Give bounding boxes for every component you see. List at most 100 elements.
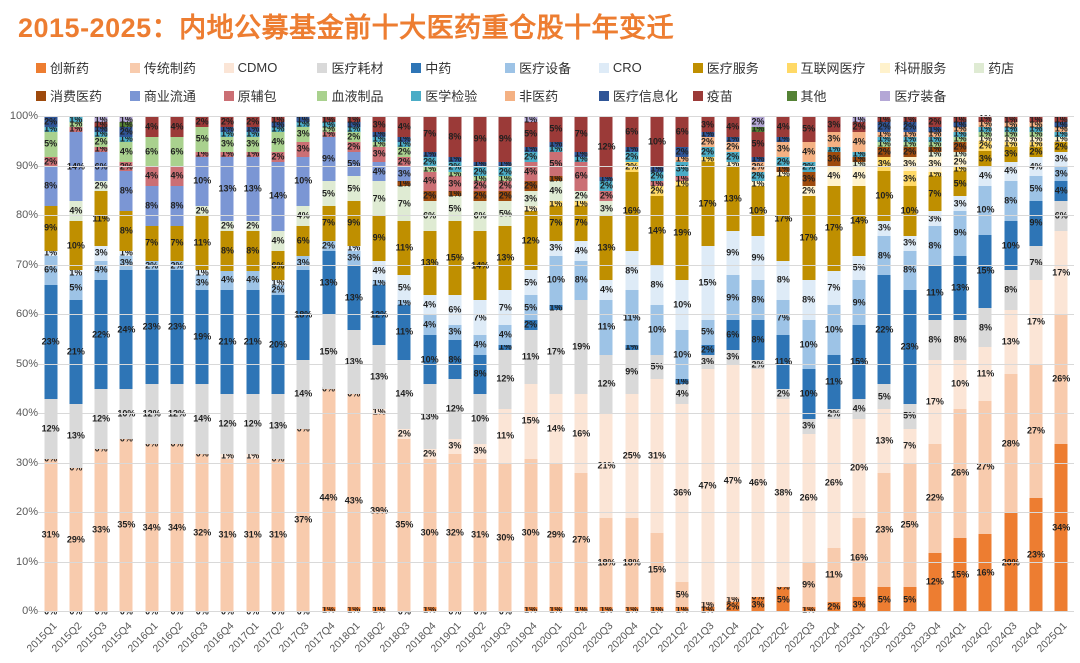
bar-stack: 0%34%0%12%23%2%7%8%4%6%4% [143,117,161,616]
bar-segment: 28% [1002,374,1020,513]
legend-label: 消费医药 [50,89,103,104]
segment-label: 4% [246,274,260,285]
segment-label: 2% [524,180,538,191]
bar-segment: 34% [1052,443,1070,612]
bar-segment: 2% [802,162,815,172]
bar-stack: 0%34%0%12%23%2%7%8%4%6%4% [167,117,186,616]
segment-label: 23% [41,336,60,347]
bar-segment: 4% [297,206,310,226]
segment-label: 2% [625,162,638,171]
bar-segment: 2% [954,142,967,152]
segment-label: 3% [776,143,790,154]
bar-segment: 34% [168,443,186,612]
bar-segment: 17% [547,310,565,395]
bar-segment: 1% [954,129,967,138]
segment-label: 8% [953,334,967,345]
bar-segment: 17% [1052,230,1070,316]
bar-segment: 1% [954,120,967,129]
segment-label: 6% [675,126,689,137]
segment-label: 11% [193,237,211,248]
bar-segment: 2% [903,147,916,157]
legend-item: 互联网医疗 [786,58,879,77]
bar-segment: 9% [752,235,765,281]
bar-stack: 1%30%2%13%10%4%4%13%6%2%4%1%2%1%7% [421,117,439,614]
plot-area: 0%31%0%12%23%6%1%9%8%2%5%1%2%0%29%0%13%2… [38,114,1074,616]
bar-segment: 3% [676,161,689,177]
segment-label: 12% [597,378,616,389]
bar-segment: 13% [1002,310,1020,375]
bar-segment: 1% [272,124,285,133]
bar-segment: 1% [777,169,790,178]
segment-label: 2% [397,146,411,157]
bar-segment: 2% [650,171,664,182]
bars-container: 0%31%0%12%23%6%1%9%8%2%5%1%2%0%29%0%13%2… [38,114,1074,616]
legend-swatch [505,90,516,101]
bar-segment: 12% [168,384,186,444]
bar-segment: 1% [752,154,765,163]
segment-label: 7% [498,302,512,313]
bar-segment: 3% [878,220,891,236]
bar-segment: 5% [701,320,714,345]
bar-segment: 3% [297,255,310,271]
bar-segment: 1% [398,134,411,143]
bar-segment: 22% [875,275,893,385]
bar-segment: 1% [322,124,335,133]
bar-segment: 25% [901,463,919,588]
bar-segment: 1% [1029,129,1042,138]
bar-segment: 1% [398,298,411,307]
bar-segment: 7% [373,181,386,217]
bar-segment: 10% [117,389,135,439]
bar-segment: 3% [827,131,840,147]
bar-segment: 5% [903,404,916,429]
bar-stack: 20%28%13%8%10%8%4%3%1%1%1%1%1%1% [1002,115,1020,612]
segment-label: 10% [799,388,818,399]
bar-segment: 11% [497,409,514,464]
segment-label: 5% [347,183,361,194]
bar-segment: 10% [800,319,818,370]
legend-label: 医疗耗材 [331,61,384,76]
bar-segment: 34% [143,443,161,612]
bar-segment: 1% [69,115,82,124]
segment-label: 2% [978,140,992,151]
segment-label: 8% [751,334,765,345]
bar-segment: 24% [117,270,135,390]
segment-label: 5% [195,133,209,144]
bar-segment: 3% [853,597,866,612]
legend-swatch [129,62,140,73]
bar-segment: 2% [777,389,790,400]
bar-segment: 3% [221,136,234,152]
bar-stack: 1%44%0%15%13%2%7%5%9%1%1%1%1% [320,115,338,614]
bar-segment: 1% [979,119,992,128]
bar-segment: 11% [926,265,944,320]
bar-segment: 9% [954,211,967,256]
segment-label: 7% [574,217,588,228]
bar-segment: 2% [44,117,57,127]
bar-segment: 1% [1055,129,1068,138]
segment-label: 19% [572,341,591,352]
segment-label: 23% [167,321,186,332]
segment-label: 14% [647,225,667,236]
bar-segment: 1% [752,124,765,133]
bar-segment: 3% [776,141,790,157]
segment-label: 2% [877,121,891,132]
bar-segment: 4% [246,270,260,291]
bar-segment: 14% [193,384,211,454]
bar-segment: 15% [951,537,969,612]
bar-segment: 5% [524,270,537,296]
bar-segment: 12% [597,117,615,177]
segment-label: 35% [395,519,414,530]
segment-label: 4% [599,284,613,295]
bar-segment: 1% [524,115,537,124]
bar-stack: 0%35%2%14%11%1%5%11%7%1%3%2%2%1%1%4% [395,117,414,616]
segment-label: 4% [978,170,992,181]
bar-segment: 5% [1029,176,1042,202]
bar-segment: 8% [928,225,941,266]
bar-segment: 31% [42,458,60,612]
gridline [38,413,1074,414]
y-tick-label: 70% [15,258,38,271]
bar-segment: 36% [673,404,691,583]
bar-segment: 31% [471,458,489,612]
bar-segment: 12% [446,379,464,439]
bar-segment: 1% [322,120,335,129]
segment-label: 11% [395,326,414,337]
